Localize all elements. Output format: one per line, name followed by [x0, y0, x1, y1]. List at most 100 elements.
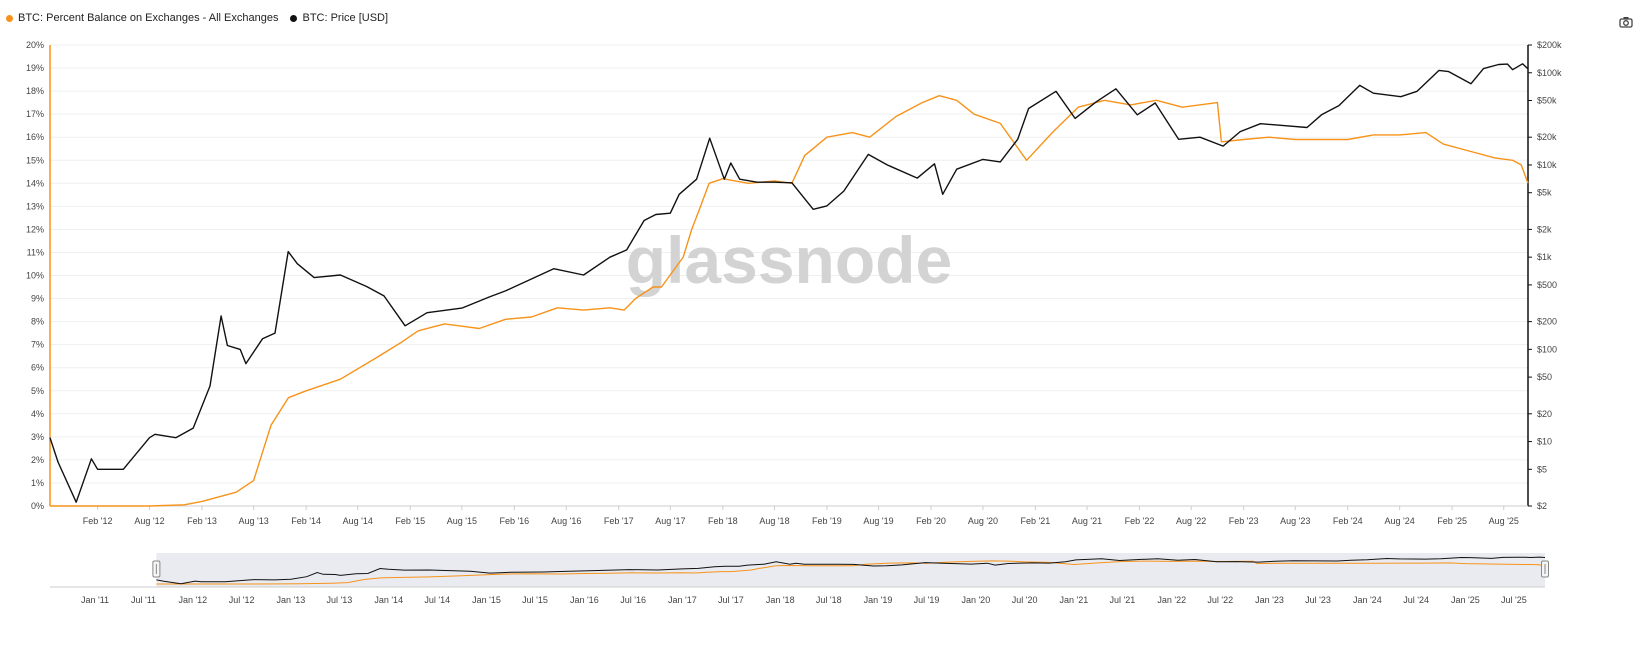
x-axis-tick-label: Aug '23 — [1280, 516, 1310, 526]
right-axis-tick-label: $20 — [1537, 409, 1552, 419]
navigator-handle-left[interactable] — [152, 560, 161, 578]
navigator-tick-label: Jul '18 — [816, 595, 842, 605]
x-axis-tick-label: Feb '20 — [916, 516, 946, 526]
navigator-tick-label: Jan '23 — [1255, 595, 1284, 605]
legend-item-price[interactable]: BTC: Price [USD] — [290, 12, 388, 24]
left-axis-tick-label: 3% — [31, 432, 44, 442]
x-axis-tick-label: Feb '22 — [1125, 516, 1155, 526]
left-axis-tick-label: 19% — [26, 63, 44, 73]
navigator-tick-label: Jul '25 — [1501, 595, 1527, 605]
x-axis-tick-label: Aug '12 — [134, 516, 164, 526]
navigator-tick-label: Jul '15 — [522, 595, 548, 605]
navigator-tick-label: Jan '18 — [766, 595, 795, 605]
navigator-tick-label: Jan '24 — [1353, 595, 1382, 605]
left-axis-tick-label: 9% — [31, 294, 44, 304]
navigator-tick-label: Jul '12 — [229, 595, 255, 605]
left-axis-tick-label: 11% — [27, 247, 44, 257]
right-axis-tick-label: $10 — [1537, 437, 1552, 447]
watermark: glassnode — [626, 223, 952, 297]
left-axis-tick-label: 5% — [31, 386, 44, 396]
left-axis-tick-label: 2% — [31, 455, 44, 465]
legend-dot-price — [290, 14, 298, 22]
navigator-tick-label: Jul '14 — [424, 595, 450, 605]
x-axis-tick-label: Aug '24 — [1385, 516, 1415, 526]
x-axis-tick-label: Aug '17 — [655, 516, 685, 526]
left-axis-tick-label: 0% — [31, 501, 44, 511]
navigator-tick-label: Jan '20 — [961, 595, 990, 605]
x-axis-tick-label: Feb '18 — [708, 516, 738, 526]
legend-label-balance: BTC: Percent Balance on Exchanges - All … — [18, 12, 279, 24]
left-axis-tick-label: 15% — [26, 155, 44, 165]
navigator-handle-right[interactable] — [1541, 560, 1549, 578]
legend: BTC: Percent Balance on Exchanges - All … — [6, 12, 388, 24]
left-axis-tick-label: 17% — [26, 109, 44, 119]
left-axis-tick-label: 1% — [31, 478, 44, 488]
left-axis-tick-label: 13% — [26, 201, 44, 211]
x-axis-tick-label: Aug '15 — [447, 516, 477, 526]
navigator-tick-label: Jul '11 — [131, 595, 156, 605]
right-axis-tick-label: $100k — [1537, 68, 1562, 78]
navigator-tick-label: Jan '14 — [374, 595, 403, 605]
left-axis-tick-label: 8% — [31, 317, 44, 327]
navigator-tick-label: Jan '16 — [570, 595, 599, 605]
right-axis-tick-label: $10k — [1537, 160, 1557, 170]
x-axis-tick-label: Feb '14 — [291, 516, 321, 526]
camera-icon[interactable] — [1619, 16, 1633, 28]
navigator-selection — [156, 553, 1545, 587]
legend-label-price: BTC: Price [USD] — [302, 12, 389, 24]
right-axis-tick-label: $2 — [1537, 501, 1547, 511]
series-line-balance — [50, 94, 1529, 507]
navigator-tick-label: Jan '11 — [81, 595, 109, 605]
navigator-tick-label: Jan '12 — [178, 595, 207, 605]
navigator-tick-label: Jul '23 — [1305, 595, 1331, 605]
x-axis-tick-label: Feb '17 — [604, 516, 634, 526]
left-axis-tick-label: 6% — [31, 363, 44, 373]
navigator-tick-label: Jan '19 — [864, 595, 893, 605]
right-axis-tick-label: $1k — [1537, 252, 1552, 262]
right-axis-tick-label: $200 — [1537, 317, 1557, 327]
x-axis-tick-label: Aug '21 — [1072, 516, 1102, 526]
x-axis-tick-label: Feb '12 — [83, 516, 113, 526]
left-axis-tick-label: 18% — [26, 86, 44, 96]
x-axis-tick-label: Feb '13 — [187, 516, 217, 526]
x-axis-tick-label: Feb '19 — [812, 516, 842, 526]
navigator-tick-label: Jul '16 — [620, 595, 646, 605]
legend-item-balance[interactable]: BTC: Percent Balance on Exchanges - All … — [6, 12, 278, 24]
x-axis-tick-label: Feb '23 — [1229, 516, 1259, 526]
left-axis-tick-label: 14% — [26, 178, 44, 188]
navigator-tick-label: Jan '21 — [1060, 595, 1089, 605]
x-axis-tick-label: Feb '25 — [1437, 516, 1467, 526]
left-axis-tick-label: 20% — [26, 40, 44, 50]
x-axis-tick-label: Aug '14 — [343, 516, 373, 526]
x-axis-tick-label: Feb '16 — [499, 516, 529, 526]
left-axis-tick-label: 16% — [26, 132, 44, 142]
series-line-price — [49, 63, 1529, 503]
navigator-tick-label: Jul '17 — [718, 595, 744, 605]
navigator-tick-label: Jul '13 — [327, 595, 353, 605]
x-axis-tick-label: Aug '19 — [863, 516, 893, 526]
right-axis-tick-label: $2k — [1537, 224, 1552, 234]
navigator-tick-label: Jul '21 — [1110, 595, 1136, 605]
right-axis-tick-label: $50k — [1537, 96, 1557, 106]
x-axis-tick-label: Feb '21 — [1021, 516, 1051, 526]
x-axis-tick-label: Aug '20 — [968, 516, 998, 526]
navigator-tick-label: Jan '17 — [668, 595, 697, 605]
left-axis-tick-label: 7% — [31, 340, 44, 350]
right-axis-tick-label: $100 — [1537, 344, 1557, 354]
navigator-line-price — [156, 556, 1546, 585]
left-axis-tick-label: 10% — [26, 271, 44, 281]
right-axis-tick-label: $5k — [1537, 188, 1552, 198]
navigator-tick-label: Jan '25 — [1451, 595, 1480, 605]
navigator-tick-label: Jan '22 — [1157, 595, 1186, 605]
left-axis-tick-label: 4% — [31, 409, 44, 419]
x-axis-tick-label: Aug '16 — [551, 516, 581, 526]
right-axis-tick-label: $200k — [1537, 40, 1562, 50]
navigator-tick-label: Jul '24 — [1403, 595, 1429, 605]
x-axis-tick-label: Aug '18 — [759, 516, 789, 526]
x-axis-tick-label: Aug '22 — [1176, 516, 1206, 526]
right-axis-tick-label: $500 — [1537, 280, 1557, 290]
navigator-tick-label: Jan '13 — [277, 595, 306, 605]
x-axis-tick-label: Feb '24 — [1333, 516, 1363, 526]
right-axis-tick-label: $5 — [1537, 464, 1547, 474]
